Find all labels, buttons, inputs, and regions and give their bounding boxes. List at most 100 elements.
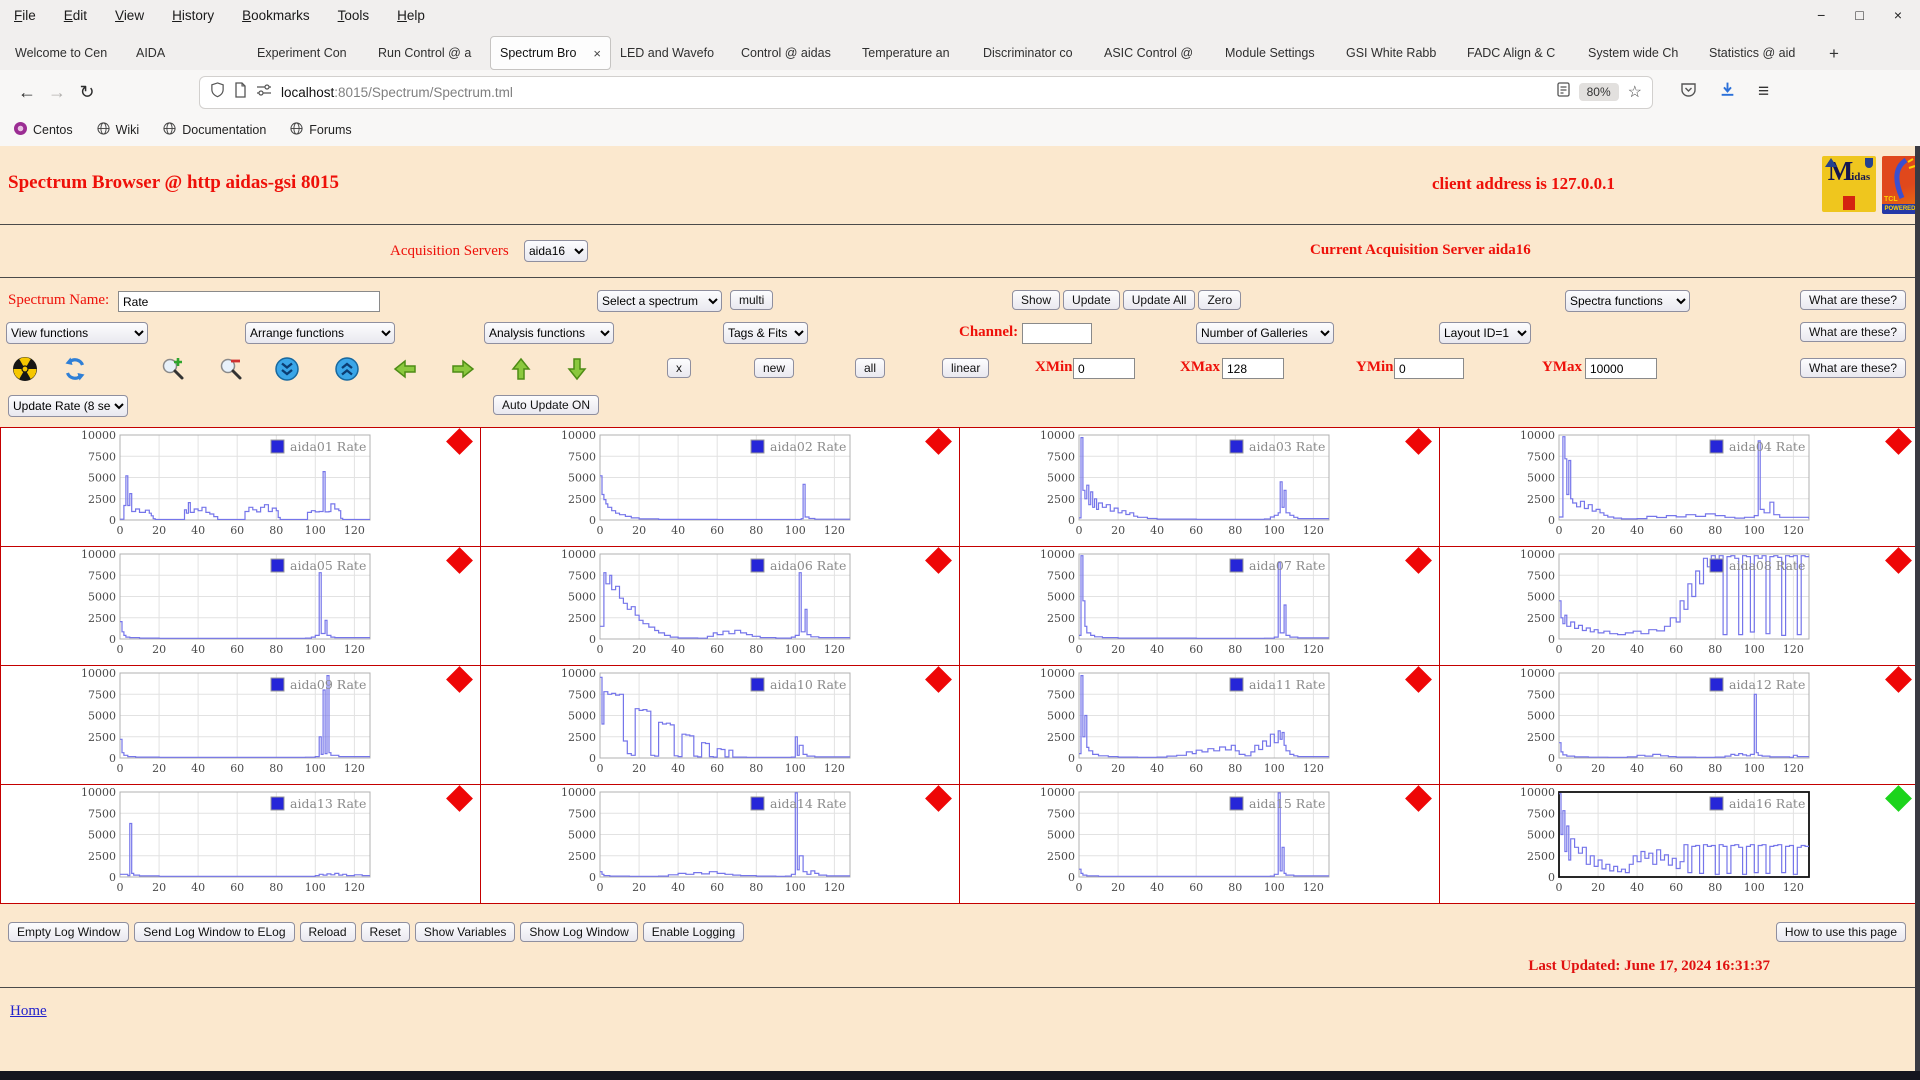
zoom-in-icon[interactable] — [160, 356, 186, 382]
reset-button[interactable]: Reset — [360, 922, 410, 942]
forward-button[interactable]: → — [48, 81, 66, 102]
reload-button[interactable]: ↻ — [79, 81, 95, 102]
number-of-galleries-dropdown[interactable]: Number of Galleries — [1196, 322, 1334, 344]
spectrum-tile-aida10[interactable]: 0 2500 5000 7500 10000 0 20 40 60 80 100 120 aida10 … — [480, 666, 960, 785]
reader-view-icon[interactable] — [1556, 82, 1570, 102]
spectrum-tile-aida08[interactable]: 0 2500 5000 7500 10000 0 20 40 60 80 100 120 aida08 … — [1439, 547, 1919, 666]
spectrum-tile-aida02[interactable]: 0 2500 5000 7500 10000 0 20 40 60 80 100 120 aida02 … — [480, 428, 960, 547]
menu-tools[interactable]: Tools — [337, 7, 370, 23]
show-button[interactable]: Show — [1012, 290, 1061, 310]
spectrum-tile-aida11[interactable]: 0 2500 5000 7500 10000 0 20 40 60 80 100 120 aida11 … — [960, 666, 1440, 785]
how-to-use-button[interactable]: How to use this page — [1775, 922, 1906, 942]
status-diamond-aida03[interactable] — [1404, 428, 1432, 455]
update-button[interactable]: Update — [1063, 290, 1120, 310]
status-diamond-aida13[interactable] — [445, 785, 473, 812]
show-variables-button[interactable]: Show Variables — [414, 922, 516, 942]
auto-update-button[interactable]: Auto Update ON — [493, 395, 600, 415]
new-button[interactable]: new — [754, 358, 795, 378]
scrollbar[interactable] — [1915, 146, 1920, 1071]
what-are-these-button-2[interactable]: What are these? — [1799, 322, 1906, 342]
url-text[interactable]: localhost:8015/Spectrum/Spectrum.tml — [281, 84, 513, 100]
ymax-input[interactable] — [1585, 358, 1657, 379]
app-menu-icon[interactable]: ≡ — [1758, 81, 1770, 102]
zero-button[interactable]: Zero — [1198, 290, 1242, 310]
tab-run-control-a[interactable]: Run Control @ a — [369, 37, 490, 70]
ymin-input[interactable] — [1394, 358, 1464, 379]
menu-history[interactable]: History — [172, 7, 215, 23]
arrow-up-icon[interactable] — [508, 356, 534, 382]
bookmark-star-icon[interactable]: ☆ — [1627, 84, 1642, 101]
spectrum-tile-aida01[interactable]: 0 2500 5000 7500 10000 0 20 40 60 80 100 120 aida01 … — [1, 428, 481, 547]
update-all-button[interactable]: Update All — [1122, 290, 1196, 310]
empty-log-window-button[interactable]: Empty Log Window — [8, 922, 130, 942]
menu-edit[interactable]: Edit — [63, 7, 88, 23]
tab-led-and-wavefo[interactable]: LED and Wavefo — [611, 37, 732, 70]
spectrum-tile-aida16[interactable]: 0 2500 5000 7500 10000 0 20 40 60 80 100 120 aida16 … — [1440, 785, 1920, 903]
spectrum-tile-aida06[interactable]: 0 2500 5000 7500 10000 0 20 40 60 80 100 120 aida06 … — [480, 547, 960, 666]
layout-id-dropdown[interactable]: Layout ID=1 — [1439, 322, 1531, 344]
refresh-icon[interactable] — [62, 356, 88, 382]
channel-input[interactable] — [1022, 323, 1092, 344]
acquisition-server-select[interactable]: aida16 — [524, 240, 588, 262]
bookmark-forums[interactable]: Forums — [290, 122, 352, 138]
tab-discriminator-co[interactable]: Discriminator co — [974, 37, 1095, 70]
zoom-out-icon[interactable] — [218, 356, 244, 382]
all-button[interactable]: all — [855, 358, 886, 378]
window-close-button[interactable]: × — [1893, 7, 1902, 23]
back-button[interactable]: ← — [18, 81, 36, 102]
spectrum-tile-aida04[interactable]: 0 2500 5000 7500 10000 0 20 40 60 80 100 120 aida04 … — [1439, 428, 1919, 547]
tab-asic-control-[interactable]: ASIC Control @ — [1095, 37, 1216, 70]
tab-gsi-white-rabb[interactable]: GSI White Rabb — [1337, 37, 1458, 70]
status-diamond-aida09[interactable] — [445, 666, 473, 693]
expand-up-icon[interactable] — [334, 356, 360, 382]
show-log-window-button[interactable]: Show Log Window — [520, 922, 638, 942]
new-tab-button[interactable]: + — [1829, 44, 1839, 63]
spectrum-tile-aida03[interactable]: 0 2500 5000 7500 10000 0 20 40 60 80 100 120 aida03 … — [960, 428, 1440, 547]
status-diamond-aida06[interactable] — [925, 547, 952, 574]
permissions-icon[interactable] — [256, 83, 272, 102]
shield-icon[interactable] — [210, 81, 225, 103]
send-log-window-to-elog-button[interactable]: Send Log Window to ELog — [134, 922, 295, 942]
arrow-right-icon[interactable] — [450, 356, 476, 382]
menu-view[interactable]: View — [115, 7, 145, 23]
tab-system-wide-ch[interactable]: System wide Ch — [1579, 37, 1700, 70]
what-are-these-button-1[interactable]: What are these? — [1799, 290, 1906, 310]
arrange-functions-dropdown[interactable]: Arrange functions — [245, 322, 395, 344]
bookmark-documentation[interactable]: Documentation — [163, 122, 266, 138]
spectra-functions-dropdown[interactable]: Spectra functions — [1565, 290, 1690, 312]
reload-button[interactable]: Reload — [299, 922, 356, 942]
window-maximize-button[interactable]: □ — [1855, 7, 1864, 23]
bookmark-wiki[interactable]: Wiki — [97, 122, 139, 138]
tab-fadc-align-c[interactable]: FADC Align & C — [1458, 37, 1579, 70]
spectrum-tile-aida05[interactable]: 0 2500 5000 7500 10000 0 20 40 60 80 100 120 aida05 … — [1, 547, 481, 666]
menu-file[interactable]: File — [14, 7, 36, 23]
status-diamond-aida04[interactable] — [1885, 428, 1912, 455]
radiation-icon[interactable] — [12, 356, 38, 382]
what-are-these-button-3[interactable]: What are these? — [1799, 358, 1906, 378]
menu-bookmarks[interactable]: Bookmarks — [242, 7, 310, 23]
collapse-down-icon[interactable] — [274, 356, 300, 382]
status-diamond-aida14[interactable] — [925, 785, 952, 812]
tab-welcome-to-cen[interactable]: Welcome to Cen — [6, 37, 127, 70]
linear-button[interactable]: linear — [942, 358, 990, 378]
x-axis-button[interactable]: x — [667, 358, 691, 378]
status-diamond-aida02[interactable] — [925, 428, 952, 455]
tab-aida[interactable]: AIDA — [127, 37, 248, 70]
zoom-level-badge[interactable]: 80% — [1578, 83, 1619, 101]
tab-control-aidas[interactable]: Control @ aidas — [732, 37, 853, 70]
tab-experiment-con[interactable]: Experiment Con — [248, 37, 369, 70]
status-diamond-aida08[interactable] — [1885, 547, 1912, 574]
spectrum-name-input[interactable] — [118, 291, 380, 312]
update-rate-dropdown[interactable]: Update Rate (8 secs) — [8, 395, 128, 417]
window-minimize-button[interactable]: − — [1817, 7, 1826, 23]
pocket-icon[interactable] — [1680, 82, 1697, 103]
home-link[interactable]: Home — [10, 1003, 47, 1019]
arrow-down-icon[interactable] — [564, 356, 590, 382]
enable-logging-button[interactable]: Enable Logging — [642, 922, 745, 942]
status-diamond-aida16[interactable] — [1885, 785, 1912, 812]
url-bar[interactable]: localhost:8015/Spectrum/Spectrum.tml 80%… — [200, 76, 1652, 108]
tab-temperature-an[interactable]: Temperature an — [853, 37, 974, 70]
status-diamond-aida15[interactable] — [1404, 785, 1432, 812]
status-diamond-aida12[interactable] — [1885, 666, 1912, 693]
spectrum-tile-aida12[interactable]: 0 2500 5000 7500 10000 0 20 40 60 80 100 120 aida12 … — [1439, 666, 1919, 785]
